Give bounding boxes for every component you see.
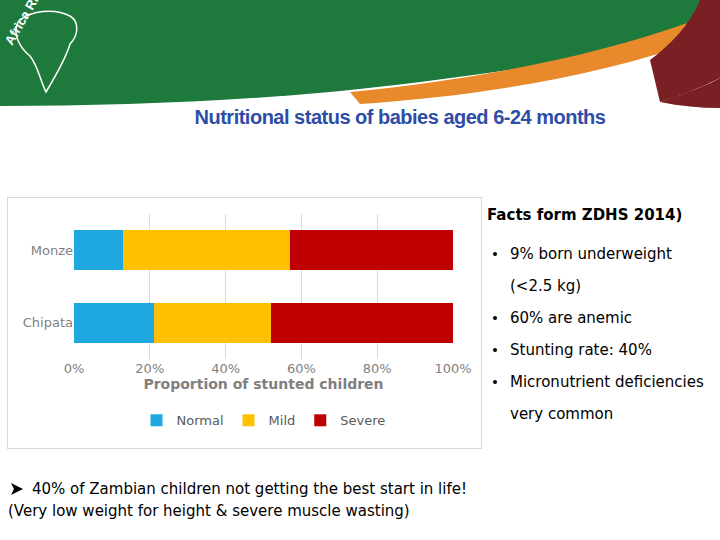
svg-text:Normal: Normal bbox=[177, 413, 224, 428]
svg-text:Chipata: Chipata bbox=[23, 315, 73, 330]
svg-text:Mild: Mild bbox=[269, 413, 296, 428]
html-text:Stunting rate: 40%: Stunting rate: 40% bbox=[510, 341, 652, 359]
html-text:60% are anemic: 60% are anemic bbox=[510, 309, 633, 327]
html-text:Facts form ZDHS 2014): Facts form ZDHS 2014) bbox=[487, 206, 683, 224]
html-text:(Very low weight for height &: (Very low weight for height & severe mus… bbox=[8, 502, 410, 520]
svg-text:Monze: Monze bbox=[31, 243, 73, 258]
svg-text:Africa RISING: Africa RISING bbox=[2, 0, 58, 48]
svg-text:Proportion of stunted children: Proportion of stunted children bbox=[143, 376, 383, 392]
svg-text:100%: 100% bbox=[434, 361, 471, 376]
svg-text:60%: 60% bbox=[287, 361, 316, 376]
svg-text:20%: 20% bbox=[135, 361, 164, 376]
html-text:Micronutrient deficiencies ver: Micronutrient deficiencies very common bbox=[510, 373, 704, 423]
svg-text:0%: 0% bbox=[64, 361, 85, 376]
html-text:40% of Zambian children not ge: 40% of Zambian children not getting the … bbox=[32, 480, 467, 498]
html-text:Nutritional status of babies a: Nutritional status of babies aged 6-24 m… bbox=[194, 106, 606, 128]
svg-text:Severe: Severe bbox=[340, 413, 385, 428]
html-text:9% born underweight (<2.5 kg): 9% born underweight (<2.5 kg) bbox=[510, 245, 672, 295]
svg-text:80%: 80% bbox=[363, 361, 392, 376]
svg-text:40%: 40% bbox=[211, 361, 240, 376]
